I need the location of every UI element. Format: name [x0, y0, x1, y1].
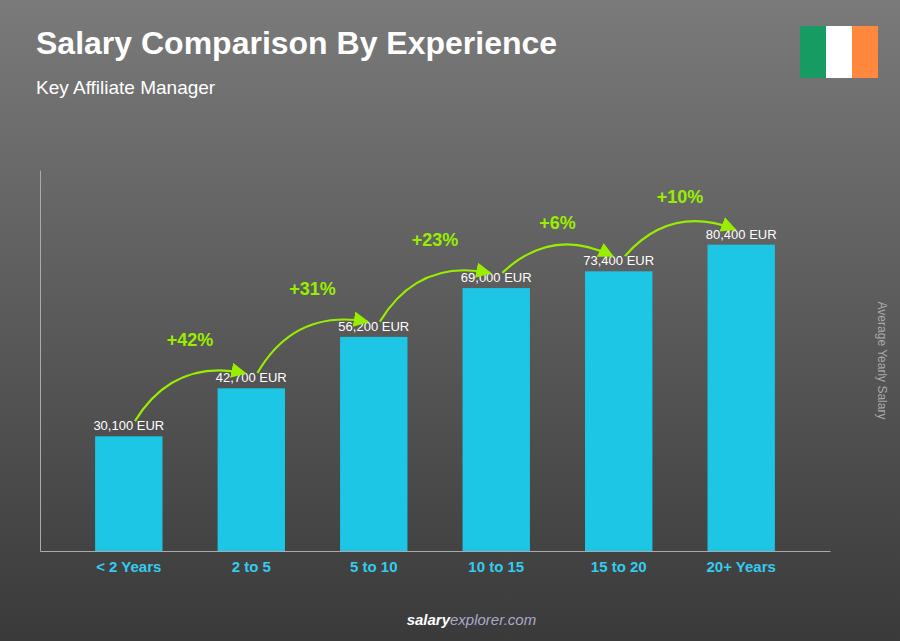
- bar: [463, 288, 530, 551]
- data-label: 42,700 EUR: [216, 370, 287, 385]
- x-axis-line: [41, 551, 831, 552]
- x-tick: < 2 Years: [96, 558, 161, 575]
- x-tick: 10 to 15: [468, 558, 524, 575]
- flag-stripe: [852, 26, 878, 78]
- change-arrow: [502, 244, 612, 273]
- x-tick-label: 5 to 10: [350, 558, 398, 575]
- flag-stripe: [826, 26, 852, 78]
- change-label: +31%: [289, 279, 336, 299]
- data-label: 73,400 EUR: [583, 253, 654, 268]
- change-label: +42%: [167, 330, 214, 350]
- title: Salary Comparison By Experience: [36, 25, 557, 61]
- x-axis: < 2 Years 2 to 5 5 to 10 10 to 15 15 to 20 20…: [41, 552, 831, 575]
- x-tick-label: 2 to 5: [232, 558, 271, 575]
- change-arrow: [135, 370, 245, 421]
- background: [0, 0, 900, 641]
- y-axis-line: [40, 171, 41, 552]
- x-tick: 15 to 20: [591, 558, 647, 575]
- y-axis: [40, 171, 41, 552]
- y-axis-title: Average Yearly Salary: [875, 302, 889, 420]
- bar: [218, 388, 285, 551]
- chart: Salary Comparison By Experience Key Affil…: [0, 0, 900, 641]
- x-tick-label: 10 to 15: [468, 558, 524, 575]
- data-label: 69,000 EUR: [461, 270, 532, 285]
- change-arrow: [257, 319, 367, 373]
- x-tick: 20+ Years: [707, 558, 776, 575]
- change-label: +6%: [539, 213, 576, 233]
- x-tick: 2 to 5: [232, 558, 271, 575]
- change-arrow: [625, 221, 735, 256]
- annotations: +42% +31% +23% +6% +10%: [135, 187, 735, 422]
- footer: explorer.com: [450, 611, 536, 628]
- bars: [95, 245, 775, 551]
- change-arrow: [380, 270, 490, 321]
- plot: < 2 Years 2 to 5 5 to 10 10 to 15 15 to 20 20…: [41, 171, 831, 575]
- change-label: +23%: [412, 230, 459, 250]
- data-label: 30,100 EUR: [93, 418, 164, 433]
- flag: [800, 26, 878, 78]
- flag-stripe: [800, 26, 826, 78]
- x-tick: 5 to 10: [350, 558, 398, 575]
- x-tick-label: < 2 Years: [96, 558, 161, 575]
- bar: [340, 337, 407, 551]
- data-labels: 30,100 EUR 42,700 EUR 56,200 EUR 69,000 EUR…: [93, 227, 776, 434]
- data-label: 80,400 EUR: [706, 227, 777, 242]
- x-tick-label: 20+ Years: [707, 558, 776, 575]
- bar: [585, 271, 652, 551]
- x-tick-label: 15 to 20: [591, 558, 647, 575]
- bar: [95, 436, 162, 551]
- subtitle: Key Affiliate Manager: [36, 77, 216, 98]
- data-label: 56,200 EUR: [338, 319, 409, 334]
- footer: salary: [407, 611, 451, 628]
- change-label: +10%: [657, 187, 704, 207]
- bar: [708, 245, 775, 551]
